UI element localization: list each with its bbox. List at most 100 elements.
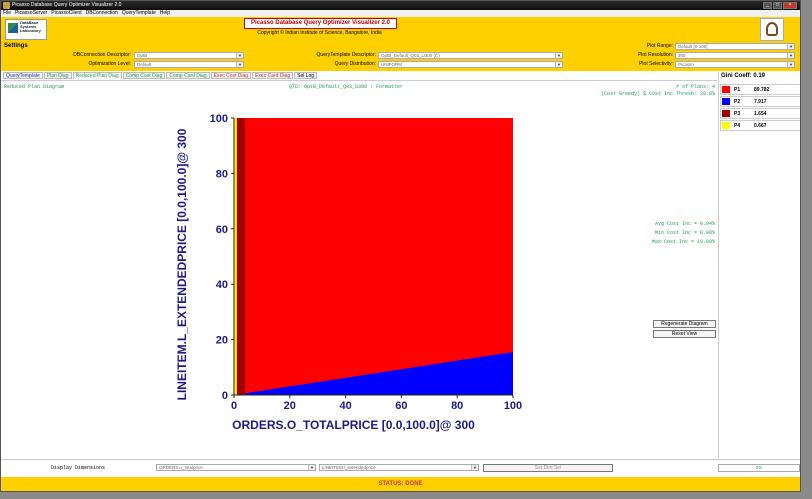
plot-resolution-label: Plot Resolution: xyxy=(637,52,673,58)
tab-comp-card-diag[interactable]: Comp Card Diag xyxy=(166,72,210,79)
plan-region-p4 xyxy=(234,118,237,395)
x-tick-label: 80 xyxy=(451,400,463,412)
legend-item-p3[interactable]: P3 1.654 xyxy=(720,108,800,119)
plan-value: 7.917 xyxy=(754,99,767,105)
menu-help[interactable]: Help xyxy=(159,10,171,16)
minimize-icon[interactable]: _ xyxy=(763,2,772,9)
plot-resolution-select[interactable]: 300 ▼ xyxy=(675,52,795,59)
plan-color-swatch xyxy=(722,98,730,105)
plan-value: 89.782 xyxy=(754,87,770,93)
dsl-logo: DataBase Systems Laboratory xyxy=(5,19,47,40)
reduced-plan-diagram[interactable] xyxy=(234,118,513,395)
iisc-emblem xyxy=(760,18,784,41)
legend-item-p2[interactable]: P2 7.917 xyxy=(720,96,800,107)
chevron-down-icon: ▼ xyxy=(236,62,243,67)
diagram-name: Reduced Plan Diagram xyxy=(4,84,65,90)
query-distribution-value: UNIFORM xyxy=(381,62,402,67)
tab-comp-cost-diag[interactable]: Comp Cost Diag xyxy=(122,72,166,79)
chevron-down-icon: ▼ xyxy=(471,465,478,470)
gini-coefficient: Gini Coeff: 0.19 xyxy=(721,73,766,79)
plan-name: P3 xyxy=(734,111,741,117)
tab-exec-card-diag[interactable]: Exec Card Diag xyxy=(252,72,294,79)
x-tick-label: 40 xyxy=(339,400,351,412)
progress-text: 0% xyxy=(755,465,763,470)
plan-color-swatch xyxy=(722,86,730,93)
optimization-level-select[interactable]: Default ▼ xyxy=(134,61,244,68)
display-dimensions-bar: Display Dimensions ORDERS.o_totalprice ▼ … xyxy=(1,459,800,478)
dimension-1-value: ORDERS.o_totalprice xyxy=(159,465,203,470)
db-connection-select[interactable]: OptB ▼ xyxy=(134,52,244,59)
plot-resolution-value: 300 xyxy=(678,53,686,58)
plan-region-p2 xyxy=(234,352,513,395)
app-title: Picasso Database Query Optimizer Visuali… xyxy=(244,18,397,29)
tab-reduced-plan-diag[interactable]: Reduced Plan Diag xyxy=(72,72,122,79)
y-tick-label: 60 xyxy=(216,224,228,236)
plan-name: P1 xyxy=(734,87,741,93)
query-distribution-label: Query Distribution: xyxy=(334,61,376,67)
plot-selectivity-select[interactable]: Picasso ▼ xyxy=(675,61,795,68)
menu-bar: File PicassoServer PicassoClient DBConne… xyxy=(1,10,800,17)
chevron-down-icon: ▼ xyxy=(555,53,562,58)
logo-icon xyxy=(8,23,18,33)
menu-picasso-server[interactable]: PicassoServer xyxy=(15,10,48,16)
chevron-down-icon: ▼ xyxy=(308,465,315,470)
plot-range-value: Default [0-100] xyxy=(678,44,708,49)
qtd-label: QTD: OptB_Default_Q03_U300 : Formatter xyxy=(289,84,404,90)
optimization-level-label: Optimization Level: xyxy=(88,61,131,67)
plot-range-select[interactable]: Default [0-100] ▼ xyxy=(675,43,795,50)
plan-legend: Gini Coeff: 0.19 P1 89.782 P2 7.917 P3 1… xyxy=(718,72,800,458)
menu-db-connection[interactable]: DBConnection xyxy=(85,10,118,16)
y-tick-label: 80 xyxy=(216,168,228,180)
x-tick-label: 0 xyxy=(231,400,237,412)
plan-name: P4 xyxy=(734,123,741,129)
logo-text: DataBase Systems Laboratory xyxy=(20,20,41,33)
y-tick-label: 20 xyxy=(216,335,228,347)
chevron-down-icon: ▼ xyxy=(236,53,243,58)
query-distribution-select[interactable]: UNIFORM ▼ xyxy=(378,61,563,68)
min-cost-label: Min Cost Inc = 0.00% xyxy=(654,230,715,236)
chevron-down-icon: ▼ xyxy=(787,53,794,58)
title-bar: Picasso Database Query Optimizer Visuali… xyxy=(1,1,800,10)
copyright-text: Copyright © Indian Institute of Science,… xyxy=(257,30,382,36)
set-dim-sel-button[interactable]: Set Dim Sel xyxy=(483,464,613,472)
emblem-icon xyxy=(766,22,778,36)
db-connection-label: DBConnection Descriptor: xyxy=(73,52,131,58)
query-template-label: QueryTemplate Descriptor: xyxy=(316,52,376,58)
chevron-down-icon: ▼ xyxy=(787,44,794,49)
plan-region-p1 xyxy=(234,118,513,395)
settings-title: Settings xyxy=(4,43,28,49)
plan-name: P2 xyxy=(734,99,741,105)
plan-value: 0.667 xyxy=(754,123,767,129)
regenerate-diagram-button[interactable]: Regenerate Diagram xyxy=(653,320,716,328)
menu-query-template[interactable]: QueryTemplate xyxy=(121,10,156,16)
progress-bar: 0% xyxy=(718,464,800,472)
cost-threshold-label: (Cost Greedy) $ Cost Inc Thresh: 20.0% xyxy=(600,91,715,97)
display-dimensions-label: Display Dimensions xyxy=(51,465,106,471)
app-icon xyxy=(3,2,10,9)
maximize-icon[interactable]: □ xyxy=(773,2,782,9)
tab-exec-cost-diag[interactable]: Exec Cost Diag xyxy=(210,72,252,79)
plan-region-p3 xyxy=(236,118,246,395)
x-tick-label: 100 xyxy=(504,400,522,412)
dimension-2-select[interactable]: LINEITEM.l_extendedprice ▼ xyxy=(319,464,479,471)
close-icon[interactable]: × xyxy=(783,2,797,9)
y-axis-title: LINEITEM.L_EXTENDEDPRICE [0.0,100.0]@ 30… xyxy=(175,128,189,400)
dimension-1-select[interactable]: ORDERS.o_totalprice ▼ xyxy=(156,464,316,471)
settings-panel: Settings DBConnection Descriptor: OptB ▼ … xyxy=(1,41,800,71)
query-template-value: OptB_Default_Q03_U300 (C) xyxy=(381,53,440,58)
reset-view-button[interactable]: Reset View xyxy=(653,330,716,338)
diagram-panel: Reduced Plan Diagram QTD: OptB_Default_Q… xyxy=(1,80,717,459)
x-tick-label: 20 xyxy=(284,400,296,412)
query-template-select[interactable]: OptB_Default_Q03_U300 (C) ▼ xyxy=(378,52,563,59)
legend-item-p1[interactable]: P1 89.782 xyxy=(720,84,800,95)
tab-query-template[interactable]: QueryTemplate xyxy=(3,72,43,79)
y-tick-label: 0 xyxy=(222,390,228,402)
diagram-tabs: QueryTemplate Plan Diag Reduced Plan Dia… xyxy=(1,72,717,80)
legend-item-p4[interactable]: P4 0.667 xyxy=(720,120,800,131)
menu-picasso-client[interactable]: PicassoClient xyxy=(51,10,82,16)
tab-plan-diag[interactable]: Plan Diag xyxy=(43,72,72,79)
window-controls: _ □ × xyxy=(763,2,797,9)
menu-file[interactable]: File xyxy=(3,10,12,16)
tab-sel-log[interactable]: Sel Log xyxy=(294,72,318,79)
plot-range-label: Plot Range: xyxy=(646,43,673,49)
